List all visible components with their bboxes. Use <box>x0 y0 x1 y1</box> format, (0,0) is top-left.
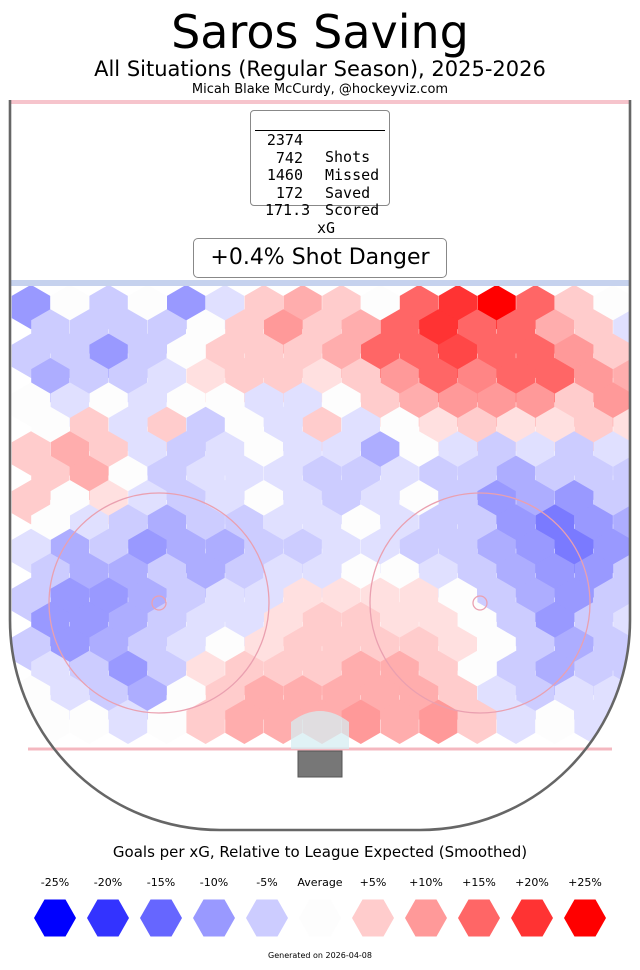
stat-xg: 171.3 xG <box>251 185 389 236</box>
legend-label: -25% <box>40 876 70 889</box>
generated-date: Generated on 2026-04-08 <box>268 951 372 960</box>
rink-boards <box>8 100 632 832</box>
legend-swatch <box>193 899 235 937</box>
stat-xg-value: 171.3 <box>265 201 311 219</box>
legend-swatch <box>458 899 500 937</box>
legend-label: -15% <box>146 876 176 889</box>
legend-swatch <box>299 899 341 937</box>
heatmap-cell <box>633 578 640 622</box>
stat-shots-label: Shots <box>325 148 371 166</box>
stat-saved-label: Saved <box>325 183 371 202</box>
legend-label: Average <box>297 876 343 889</box>
stat-shots-value: 2374 <box>266 130 303 149</box>
legend-label: -10% <box>199 876 229 889</box>
heatmap-cell <box>633 529 640 573</box>
rink-heatmap <box>8 100 640 832</box>
heatmap-cell <box>458 699 497 744</box>
legend-label: -20% <box>93 876 123 889</box>
legend-swatch <box>405 899 447 937</box>
legend-swatch <box>352 899 394 937</box>
right-faceoff-circle <box>369 492 591 714</box>
heatmap-cell <box>380 699 419 744</box>
stat-scored-label: Scored <box>325 201 380 219</box>
stat-missed-value: 742 <box>275 148 303 167</box>
legend-swatch <box>87 899 129 937</box>
author-credit: Micah Blake McCurdy, @hockeyviz.com <box>191 82 449 97</box>
left-faceoff-dot <box>151 595 167 611</box>
stat-scored-value: 172 <box>275 183 303 202</box>
heatmap-cell <box>633 626 640 670</box>
heatmap-cell <box>633 285 640 329</box>
shot-danger-badge: +0.4% Shot Danger <box>193 238 447 278</box>
legend-label: +10% <box>409 876 443 889</box>
legend-label: +25% <box>568 876 602 889</box>
legend-swatch <box>34 899 76 937</box>
heatmap-cell <box>633 675 640 719</box>
left-faceoff-circle <box>48 492 270 714</box>
stat-missed: 742 Missed <box>251 132 389 184</box>
heatmap-cell <box>186 699 225 744</box>
heatmap-cell <box>633 382 640 426</box>
rink-markings <box>8 100 632 832</box>
heatmap-cell <box>535 699 574 744</box>
goal-crease <box>291 711 349 749</box>
stat-divider <box>255 130 385 131</box>
heatmap-cell <box>496 699 536 744</box>
legend-swatch <box>511 899 553 937</box>
heatmap-cell <box>225 699 264 744</box>
chart-subtitle: All Situations (Regular Season), 2025-20… <box>94 57 546 81</box>
heatmap-cell <box>613 699 630 744</box>
goal-net <box>297 750 343 778</box>
heatmap-cell <box>633 431 640 475</box>
chart-title: Saros Saving <box>171 5 469 59</box>
legend-label: -5% <box>256 876 278 889</box>
heatmap-cell <box>633 480 640 524</box>
heatmap-cell <box>633 334 640 378</box>
heatmap-cell <box>419 699 458 744</box>
heatmap-cell <box>147 699 186 744</box>
right-faceoff-dot <box>472 595 488 611</box>
legend-swatch <box>246 899 288 937</box>
stat-scored: 172 Scored <box>251 167 389 219</box>
legend-swatch <box>564 899 606 937</box>
stat-xg-label: xG <box>317 218 336 237</box>
legend-label: +15% <box>462 876 496 889</box>
legend-label: +5% <box>359 876 387 889</box>
shot-stats-box: 2374 Shots 742 Missed 1460 Saved 172 Sco… <box>250 110 390 236</box>
stat-shots: 2374 Shots <box>251 114 389 166</box>
heatmap-cell <box>341 699 380 744</box>
legend-title: Goals per xG, Relative to League Expecte… <box>112 843 528 861</box>
stat-saved-value: 1460 <box>266 166 303 184</box>
legend-swatch <box>140 899 182 937</box>
stat-saved: 1460 Saved <box>251 150 389 201</box>
heatmap-cell <box>70 699 109 744</box>
stat-missed-label: Missed <box>325 166 380 184</box>
legend-swatches <box>34 899 606 937</box>
legend-label: +20% <box>515 876 549 889</box>
